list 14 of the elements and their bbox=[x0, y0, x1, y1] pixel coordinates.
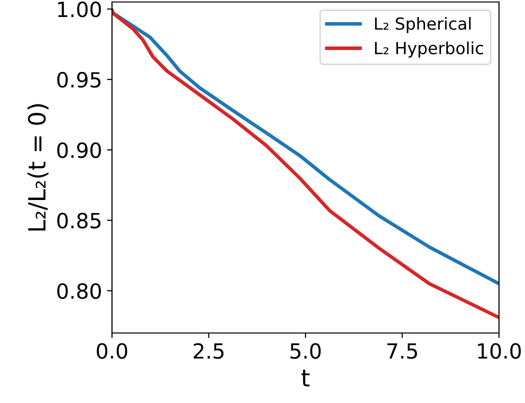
x-tick-label: 5.0 bbox=[290, 343, 321, 359]
x-axis-title: t bbox=[302, 370, 310, 386]
x-tick-label: 7.5 bbox=[387, 343, 417, 359]
x-tick-label: 2.5 bbox=[194, 343, 224, 359]
y-tick-label: 0.85 bbox=[57, 212, 100, 229]
y-tick-label: 0.90 bbox=[57, 142, 101, 158]
y-axis-title: L₂/L₂(t = 0) bbox=[28, 104, 49, 231]
x-tick-label: 0.0 bbox=[96, 343, 128, 359]
legend-label: L₂ Hyperbolic bbox=[375, 41, 483, 58]
x-tick-label: 10.0 bbox=[478, 343, 521, 359]
y-tick-label: 0.95 bbox=[57, 72, 100, 88]
legend-label: L₂ Spherical bbox=[375, 17, 471, 34]
y-tick-label: 1.00 bbox=[58, 1, 101, 18]
y-tick-label: 0.80 bbox=[57, 283, 101, 299]
